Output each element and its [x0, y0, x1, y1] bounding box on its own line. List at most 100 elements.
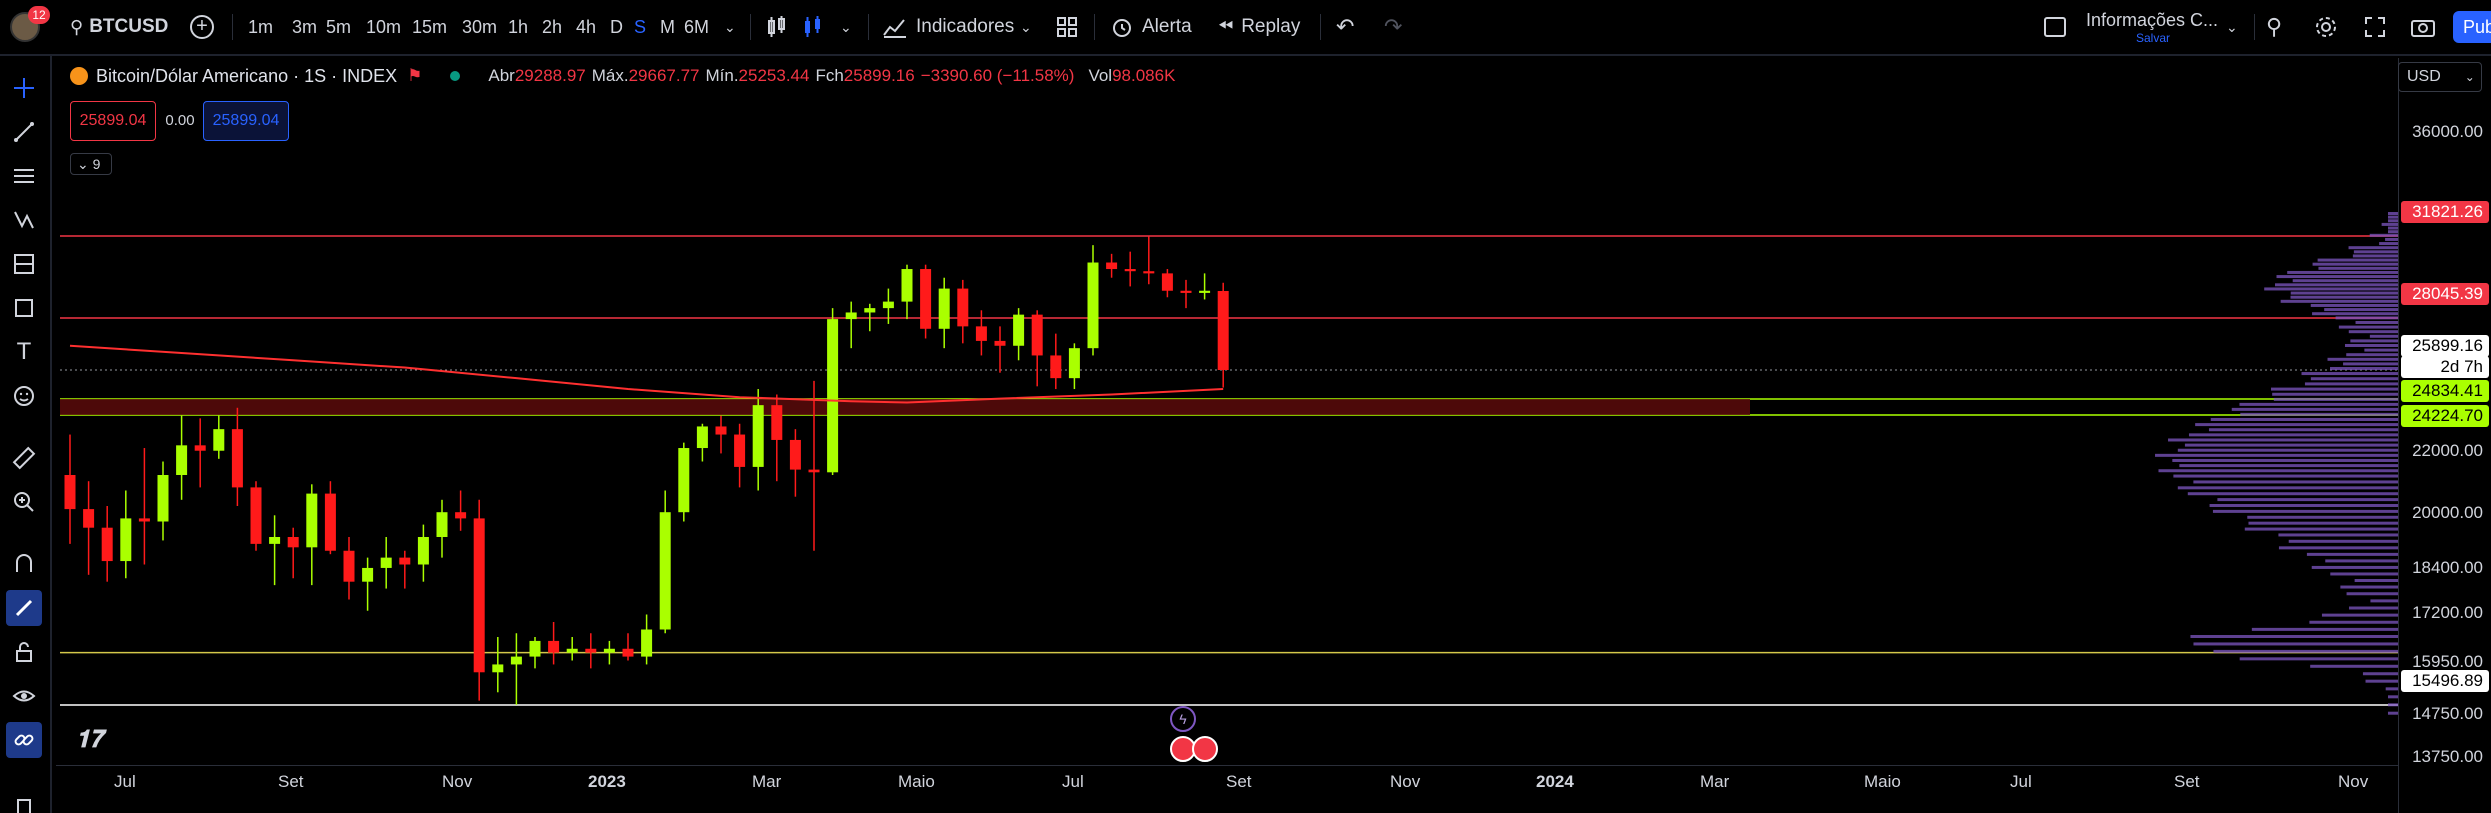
- link-icon[interactable]: [6, 722, 42, 758]
- buy-button[interactable]: 25899.04: [203, 101, 289, 141]
- replay-label: Replay: [1241, 16, 1301, 37]
- candle-body: [324, 493, 336, 551]
- timeframe-S[interactable]: S: [634, 17, 647, 37]
- indicators-chevron-icon[interactable]: ⌄: [1020, 18, 1032, 35]
- bitcoin-logo-icon: [70, 67, 88, 85]
- lock-icon[interactable]: [6, 634, 42, 670]
- volume-profile-bar: [2271, 387, 2398, 391]
- camera-icon[interactable]: [2410, 0, 2436, 54]
- text-icon[interactable]: T: [16, 338, 32, 365]
- chart-canvas[interactable]: [56, 58, 2398, 813]
- timeframe-5m[interactable]: 5m: [326, 17, 352, 37]
- time-tick-label: Nov: [1390, 772, 1421, 791]
- candle-body: [548, 640, 560, 653]
- compare-add-icon[interactable]: +: [190, 0, 214, 54]
- volume-profile-bar: [2306, 552, 2398, 556]
- currency-select[interactable]: USD ⌄: [2398, 62, 2482, 92]
- lightning-event-icon[interactable]: ϟ: [1170, 706, 1196, 732]
- candles-icon[interactable]: [802, 0, 824, 54]
- volume-profile-bar: [2325, 559, 2398, 563]
- layout-checkbox[interactable]: [2044, 0, 2066, 54]
- fib-retracement-icon[interactable]: [6, 158, 42, 194]
- volume-profile-bar: [2349, 606, 2398, 610]
- shapes-icon[interactable]: [6, 290, 42, 326]
- volume-profile-bar: [2193, 480, 2398, 484]
- price-level-label[interactable]: 15496.89: [2401, 670, 2489, 692]
- zoom-in-icon[interactable]: [6, 484, 42, 520]
- price-level-label[interactable]: 28045.39: [2401, 283, 2489, 305]
- templates-grid-icon[interactable]: [1056, 0, 1078, 54]
- replay-button[interactable]: ⏪︎ Replay: [1218, 0, 1300, 54]
- bar-style-icon[interactable]: [766, 0, 788, 54]
- drawing-mode-icon[interactable]: [6, 590, 42, 626]
- flag-icon[interactable]: ⚑: [407, 66, 423, 85]
- undo-icon[interactable]: ↶: [1336, 14, 1355, 39]
- volume-profile-bar: [2330, 572, 2398, 576]
- time-tick-label: Mar: [1700, 772, 1730, 791]
- quick-search-icon[interactable]: ⚲: [2266, 14, 2283, 39]
- sell-button[interactable]: 25899.04: [70, 101, 156, 141]
- timeframe-3m[interactable]: 3m: [292, 17, 318, 37]
- price-level-label[interactable]: 31821.26: [2401, 201, 2489, 223]
- timeframe-2h[interactable]: 2h: [542, 17, 563, 37]
- high-label: Máx.: [591, 66, 629, 85]
- candle-body: [901, 269, 913, 302]
- trend-line-icon[interactable]: [6, 114, 42, 150]
- pattern-icon[interactable]: [6, 202, 42, 238]
- volume-profile-bar: [2209, 504, 2398, 507]
- candle-body: [510, 656, 522, 665]
- volume-profile-bar: [2290, 295, 2398, 299]
- volume-profile-bar: [2388, 215, 2398, 219]
- timeframe-1m[interactable]: 1m: [248, 17, 274, 37]
- chart-type-chevron-icon[interactable]: ⌄: [840, 18, 852, 35]
- layout-chevron-icon[interactable]: ⌄: [2226, 18, 2238, 35]
- timeframe-4h[interactable]: 4h: [576, 17, 597, 37]
- tradingview-logo-icon[interactable]: 𝟏𝟕: [76, 726, 103, 753]
- timeframe-6M[interactable]: 6M: [684, 17, 710, 37]
- timeframe-D[interactable]: D: [610, 17, 623, 37]
- alert-button[interactable]: Alerta: [1110, 0, 1192, 54]
- candle-body: [1106, 262, 1118, 270]
- price-level-label[interactable]: 2d 7h: [2401, 356, 2489, 378]
- economic-event-icon[interactable]: [1192, 736, 1218, 762]
- price-level-label[interactable]: 24224.70: [2401, 405, 2489, 427]
- timeframe-1h[interactable]: 1h: [508, 17, 529, 37]
- ruler-icon[interactable]: [6, 440, 42, 476]
- timeframe-15m[interactable]: 15m: [412, 17, 448, 37]
- volume-profile-bar: [2310, 377, 2398, 381]
- timeframe-M[interactable]: M: [660, 17, 675, 37]
- fullscreen-icon[interactable]: [2364, 0, 2386, 54]
- time-scale[interactable]: [56, 765, 2398, 813]
- price-level-label[interactable]: 24834.41: [2401, 380, 2489, 402]
- candle-body: [659, 512, 671, 630]
- indicators-button[interactable]: Indicadores: [882, 0, 1014, 54]
- eye-icon[interactable]: [6, 678, 42, 714]
- emoji-icon[interactable]: [6, 378, 42, 414]
- volume-profile-bar: [2346, 353, 2398, 357]
- timeframe-10m[interactable]: 10m: [366, 17, 402, 37]
- timeframe-dropdown-chevron-icon[interactable]: ⌄: [724, 18, 736, 35]
- timeframe-30m[interactable]: 30m: [462, 17, 498, 37]
- price-scale[interactable]: 36000.00 22000.00 20000.00 18400.00 17200.00…: [2398, 58, 2491, 813]
- candle-body: [882, 301, 894, 309]
- indicators-toggle[interactable]: ⌄ 9: [70, 153, 112, 175]
- publish-button[interactable]: Pub: [2453, 11, 2491, 43]
- volume-profile-bar: [2346, 592, 2398, 596]
- price-tick-label: 18400.00: [2412, 558, 2483, 577]
- candle-body: [696, 426, 708, 449]
- candle-body: [1087, 262, 1099, 349]
- settings-gear-icon[interactable]: [2314, 0, 2338, 54]
- layout-menu[interactable]: Informações C... Salvar: [2086, 0, 2218, 54]
- candle-body: [250, 487, 262, 544]
- crosshair-icon[interactable]: [6, 70, 42, 106]
- trash-icon[interactable]: [6, 786, 42, 813]
- candle-body: [975, 326, 987, 341]
- volume-profile-bar: [2348, 330, 2398, 334]
- symbol-search[interactable]: ⚲ BTCUSD: [70, 0, 168, 54]
- price-level-label[interactable]: 25899.16: [2401, 335, 2489, 357]
- indicators-count: 9: [92, 156, 101, 172]
- redo-icon[interactable]: ↷: [1384, 14, 1403, 39]
- volume-profile-bar: [2172, 458, 2398, 462]
- magnet-icon[interactable]: [6, 546, 42, 582]
- projection-icon[interactable]: [6, 246, 42, 282]
